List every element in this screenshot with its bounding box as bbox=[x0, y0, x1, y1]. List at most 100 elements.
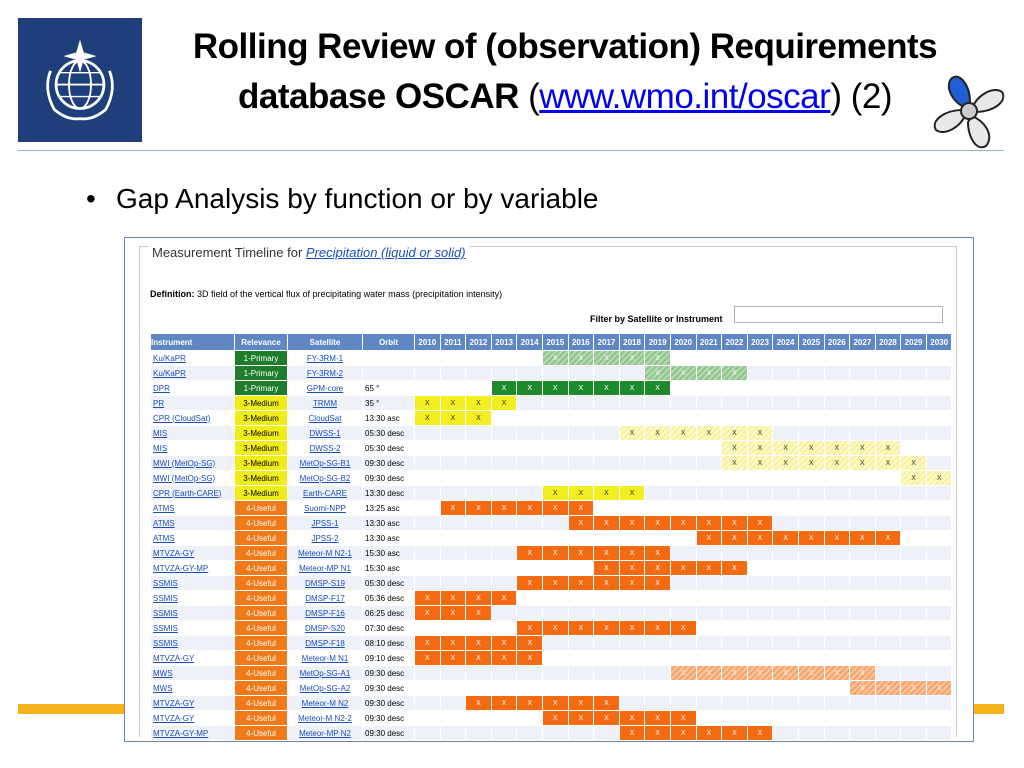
year-cell bbox=[746, 650, 774, 666]
year-cell bbox=[849, 725, 876, 741]
instrument-link[interactable]: MWI (MetOp-SG) bbox=[150, 470, 235, 486]
instrument-link[interactable]: MWS bbox=[150, 665, 235, 681]
year-cell bbox=[593, 455, 620, 471]
year-cell bbox=[746, 545, 774, 561]
instrument-link[interactable]: SSMIS bbox=[150, 575, 235, 591]
satellite-link[interactable]: Meteor-M N2-2 bbox=[287, 710, 363, 726]
year-cell: X bbox=[490, 635, 518, 651]
instrument-link[interactable]: CPR (CloudSat) bbox=[150, 410, 235, 426]
satellite-link[interactable]: Meteor-M N2-1 bbox=[287, 545, 363, 561]
year-cell bbox=[618, 650, 646, 666]
accent-bar-left bbox=[18, 704, 124, 714]
satellite-link[interactable]: JPSS-2 bbox=[287, 530, 363, 546]
instrument-link[interactable]: ATMS bbox=[150, 515, 235, 531]
instrument-link[interactable]: MTVZA-GY bbox=[150, 545, 235, 561]
year-cell: X bbox=[516, 695, 543, 711]
satellite-link[interactable]: JPSS-1 bbox=[287, 515, 363, 531]
year-cell bbox=[541, 635, 569, 651]
year-cell bbox=[490, 560, 518, 576]
satellite-link[interactable]: DWSS-2 bbox=[287, 440, 363, 456]
year-cell bbox=[695, 680, 723, 696]
instrument-link[interactable]: MWS bbox=[150, 680, 235, 696]
year-cell bbox=[541, 725, 569, 741]
year-cell: X bbox=[644, 560, 671, 576]
instrument-link[interactable]: SSMIS bbox=[150, 605, 235, 621]
year-cell bbox=[618, 455, 646, 471]
column-header[interactable]: Orbit bbox=[362, 333, 415, 351]
satellite-link[interactable]: FY-3RM-1 bbox=[287, 350, 363, 366]
instrument-link[interactable]: DPR bbox=[150, 380, 235, 396]
year-cell: X bbox=[644, 575, 671, 591]
year-cell bbox=[746, 410, 774, 426]
year-header: 2018 bbox=[618, 333, 646, 351]
instrument-link[interactable]: MTVZA-GY-MP bbox=[150, 560, 235, 576]
satellite-link[interactable]: FY-3RM-2 bbox=[287, 365, 363, 381]
variable-link[interactable]: Precipitation (liquid or solid) bbox=[305, 245, 466, 260]
relevance-cell: 4-Useful bbox=[234, 575, 288, 591]
satellite-link[interactable]: GPM-core bbox=[287, 380, 363, 396]
satellite-link[interactable]: Meteor-MP N2 bbox=[287, 725, 363, 741]
year-cell bbox=[516, 560, 543, 576]
instrument-link[interactable]: ATMS bbox=[150, 500, 235, 516]
instrument-link[interactable]: Ku/KaPR bbox=[150, 350, 235, 366]
instrument-link[interactable]: CPR (Earth-CARE) bbox=[150, 485, 235, 501]
instrument-link[interactable]: MTVZA-GY-MP bbox=[150, 725, 235, 741]
column-header[interactable]: Satellite bbox=[287, 333, 363, 351]
year-cell bbox=[721, 350, 748, 366]
satellite-link[interactable]: MetOp-SG-B2 bbox=[287, 470, 363, 486]
year-cell: X bbox=[567, 710, 595, 726]
table-row: MTVZA-GY-MP 4-Useful Meteor-MP N1 15:30 asc… bbox=[150, 560, 953, 576]
year-cell bbox=[541, 605, 569, 621]
year-cell bbox=[797, 710, 825, 726]
relevance-cell: 3-Medium bbox=[234, 410, 288, 426]
satellite-link[interactable]: DWSS-1 bbox=[287, 425, 363, 441]
year-cell: X bbox=[465, 650, 492, 666]
satellite-link[interactable]: Meteor-MP N1 bbox=[287, 560, 363, 576]
year-cell bbox=[695, 695, 723, 711]
year-cell: X bbox=[593, 575, 620, 591]
year-cell: X bbox=[874, 530, 902, 546]
instrument-link[interactable]: MTVZA-GY bbox=[150, 650, 235, 666]
satellite-link[interactable]: MetOp-SG-B1 bbox=[287, 455, 363, 471]
instrument-link[interactable]: Ku/KaPR bbox=[150, 365, 235, 381]
oscar-link[interactable]: www.wmo.int/oscar bbox=[539, 77, 831, 116]
year-cell: X bbox=[593, 350, 620, 366]
satellite-link[interactable]: DMSP-F18 bbox=[287, 635, 363, 651]
instrument-link[interactable]: MIS bbox=[150, 425, 235, 441]
relevance-cell: 4-Useful bbox=[234, 725, 288, 741]
satellite-link[interactable]: Meteor-M N2 bbox=[287, 695, 363, 711]
satellite-link[interactable]: MetOp-SG-A2 bbox=[287, 680, 363, 696]
instrument-link[interactable]: SSMIS bbox=[150, 620, 235, 636]
satellite-link[interactable]: MetOp-SG-A1 bbox=[287, 665, 363, 681]
bullet-text: Gap Analysis by function or by variable bbox=[116, 183, 599, 214]
instrument-link[interactable]: MWI (MetOp-SG) bbox=[150, 455, 235, 471]
instrument-link[interactable]: MTVZA-GY bbox=[150, 710, 235, 726]
satellite-link[interactable]: DMSP-S19 bbox=[287, 575, 363, 591]
year-cell bbox=[593, 500, 620, 516]
year-cell bbox=[823, 500, 851, 516]
year-cell: X bbox=[721, 515, 748, 531]
satellite-link[interactable]: DMSP-S20 bbox=[287, 620, 363, 636]
satellite-link[interactable]: Suomi-NPP bbox=[287, 500, 363, 516]
year-cell bbox=[695, 650, 723, 666]
instrument-link[interactable]: SSMIS bbox=[150, 590, 235, 606]
satellite-link[interactable]: TRMM bbox=[287, 395, 363, 411]
year-cell bbox=[772, 680, 799, 696]
satellite-link[interactable]: Meteor-M N1 bbox=[287, 650, 363, 666]
satellite-link[interactable]: CloudSat bbox=[287, 410, 363, 426]
year-cell: X bbox=[541, 620, 569, 636]
instrument-link[interactable]: PR bbox=[150, 395, 235, 411]
column-header[interactable]: Relevance bbox=[234, 333, 288, 351]
instrument-link[interactable]: ATMS bbox=[150, 530, 235, 546]
orbit-cell: 13:30 desc bbox=[362, 485, 415, 501]
filter-input[interactable] bbox=[734, 306, 943, 323]
satellite-link[interactable]: DMSP-F17 bbox=[287, 590, 363, 606]
satellite-link[interactable]: DMSP-F16 bbox=[287, 605, 363, 621]
instrument-link[interactable]: MIS bbox=[150, 440, 235, 456]
relevance-cell: 4-Useful bbox=[234, 605, 288, 621]
instrument-link[interactable]: MTVZA-GY bbox=[150, 695, 235, 711]
satellite-link[interactable]: Earth-CARE bbox=[287, 485, 363, 501]
year-cell bbox=[490, 605, 518, 621]
column-header[interactable]: Instrument bbox=[150, 333, 235, 351]
instrument-link[interactable]: SSMIS bbox=[150, 635, 235, 651]
